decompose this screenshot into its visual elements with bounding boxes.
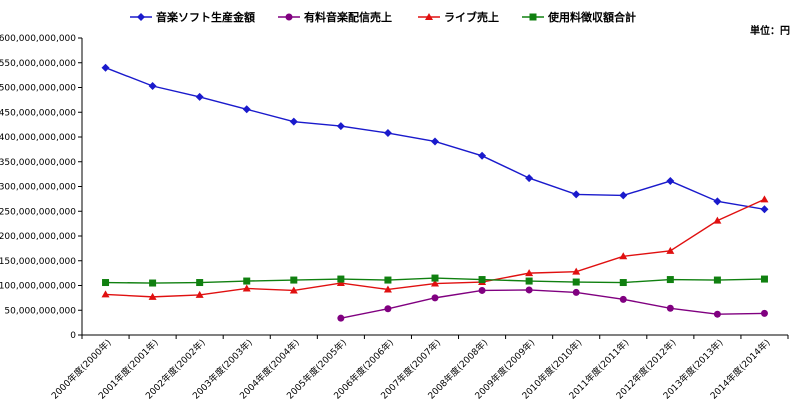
data-point — [619, 252, 628, 260]
series-1 — [101, 63, 769, 214]
legend-marker — [529, 13, 537, 21]
data-point — [666, 177, 675, 186]
y-tick-labels: 0 50,000,000,000 100,000,000,000 150,000,00… — [0, 34, 76, 341]
legend-marker — [285, 13, 293, 21]
data-point — [431, 279, 439, 287]
data-point — [384, 276, 392, 284]
legend-label: 有料音楽配信売上 — [304, 10, 392, 24]
y-tick-label: 150,000,000,000 — [0, 257, 76, 267]
data-point — [666, 246, 675, 254]
data-point — [666, 276, 674, 284]
y-tick-label: 200,000,000,000 — [0, 232, 76, 242]
legend-marker — [425, 13, 433, 20]
data-point — [478, 286, 486, 294]
data-point — [431, 137, 439, 146]
legend-entry: ライブ売上 — [418, 10, 499, 24]
legend-label: ライブ売上 — [444, 10, 499, 24]
data-point — [760, 205, 769, 214]
data-point — [289, 286, 298, 294]
data-point — [148, 292, 157, 300]
data-point — [525, 269, 534, 277]
data-point — [478, 151, 487, 160]
y-tick-label: 600,000,000,000 — [0, 34, 76, 44]
data-point — [572, 288, 580, 296]
y-tick-label: 550,000,000,000 — [0, 59, 76, 69]
y-tick-label: 350,000,000,000 — [0, 158, 76, 168]
data-point — [525, 277, 533, 285]
legend: 音楽ソフト生産金額 有料音楽配信売上 ライブ売上 使用料徴収額合計 — [130, 10, 636, 24]
data-point — [431, 294, 439, 302]
data-point — [383, 285, 392, 293]
data-point — [195, 92, 204, 101]
unit-label: 単位：円 — [750, 24, 790, 37]
y-tick-label: 50,000,000,000 — [4, 306, 76, 316]
y-tick-label: 0 — [70, 331, 76, 341]
data-point — [619, 295, 627, 303]
legend-label: 使用料徴収額合計 — [547, 10, 636, 24]
series-2 — [337, 286, 768, 322]
y-tick-label: 100,000,000,000 — [0, 282, 76, 292]
data-point — [572, 278, 580, 286]
data-point — [196, 279, 204, 287]
x-tick-labels: 2000年度(2000年)2001年度(2001年)2002年度(2002年)2… — [49, 337, 773, 402]
data-point — [619, 191, 628, 200]
y-tick-label: 500,000,000,000 — [0, 84, 76, 94]
data-point — [102, 279, 110, 287]
legend-entry: 使用料徴収額合計 — [522, 10, 636, 24]
legend-label: 音楽ソフト生産金額 — [156, 10, 255, 24]
data-point — [243, 277, 251, 285]
data-point — [384, 305, 392, 313]
axes — [78, 37, 789, 339]
data-point — [383, 129, 392, 138]
series-4 — [102, 274, 768, 287]
data-point — [525, 174, 534, 183]
data-point — [666, 304, 674, 312]
y-tick-label: 400,000,000,000 — [0, 133, 76, 143]
data-point — [760, 195, 769, 203]
series-line — [340, 289, 765, 319]
y-tick-label: 250,000,000,000 — [0, 207, 76, 217]
data-point — [713, 276, 721, 284]
y-tick-label: 300,000,000,000 — [0, 183, 76, 193]
series-3 — [101, 195, 769, 300]
data-point — [337, 275, 345, 283]
data-point — [713, 216, 722, 224]
data-point — [337, 314, 345, 322]
legend-entry: 音楽ソフト生産金額 — [130, 10, 255, 24]
data-point — [431, 274, 439, 282]
data-point — [195, 290, 204, 298]
legend-marker — [137, 13, 145, 21]
data-point — [242, 284, 251, 292]
data-point — [148, 82, 157, 91]
data-point — [336, 122, 345, 131]
data-point — [713, 197, 722, 206]
data-point — [289, 117, 298, 126]
data-point — [713, 310, 721, 318]
data-point — [101, 63, 110, 72]
y-tick-label: 450,000,000,000 — [0, 108, 76, 118]
data-point — [149, 279, 157, 287]
data-point — [760, 275, 768, 283]
data-point — [290, 276, 298, 284]
data-point — [760, 309, 768, 317]
data-point — [242, 105, 251, 114]
data-point — [101, 290, 110, 298]
series-layer — [101, 63, 769, 322]
data-point — [525, 286, 533, 294]
data-point — [572, 190, 581, 199]
data-point — [478, 276, 486, 284]
legend-entry: 有料音楽配信売上 — [278, 10, 392, 24]
data-point — [572, 267, 581, 275]
data-point — [619, 279, 627, 287]
